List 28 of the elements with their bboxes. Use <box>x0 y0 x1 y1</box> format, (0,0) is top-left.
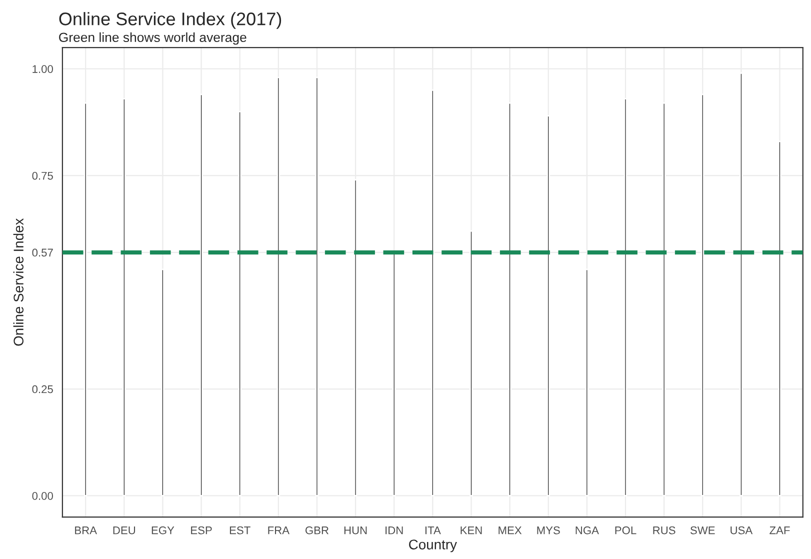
x-tick-label: MEX <box>498 526 522 534</box>
x-tick-label: EST <box>230 526 250 534</box>
x-tick-label: IDN <box>386 526 403 534</box>
y-axis-title: Online Service Index <box>13 218 24 346</box>
x-tick-label: EGY <box>152 526 174 534</box>
x-tick-label: MYS <box>537 526 560 534</box>
x-tick-label: BRA <box>75 526 97 534</box>
y-tick-label: 0.00 <box>32 492 53 500</box>
x-tick-label: HUN <box>344 526 367 534</box>
x-tick-label: NGA <box>576 526 599 534</box>
y-tick-label: 1.00 <box>32 65 53 73</box>
x-tick-label: POL <box>615 526 636 534</box>
x-tick-label: ZAF <box>770 526 790 534</box>
y-tick-label: 0.75 <box>32 172 53 180</box>
y-tick-label: 0.57 <box>32 248 53 257</box>
x-tick-label: DEU <box>113 526 136 534</box>
x-tick-label: USA <box>730 526 753 534</box>
x-tick-label: GBR <box>305 526 328 534</box>
x-tick-label: SWE <box>690 526 715 534</box>
chart-title: Online Service Index (2017) <box>59 12 282 29</box>
y-tick-label: 0.25 <box>32 385 53 394</box>
x-axis-title: Country <box>409 540 457 552</box>
x-tick-label: RUS <box>653 526 676 534</box>
x-tick-label: ESP <box>191 526 212 534</box>
chart-subtitle: Green line shows world average <box>59 32 246 45</box>
x-tick-label: FRA <box>268 526 290 534</box>
x-tick-label: ITA <box>425 526 441 534</box>
x-tick-label: KEN <box>460 526 482 534</box>
